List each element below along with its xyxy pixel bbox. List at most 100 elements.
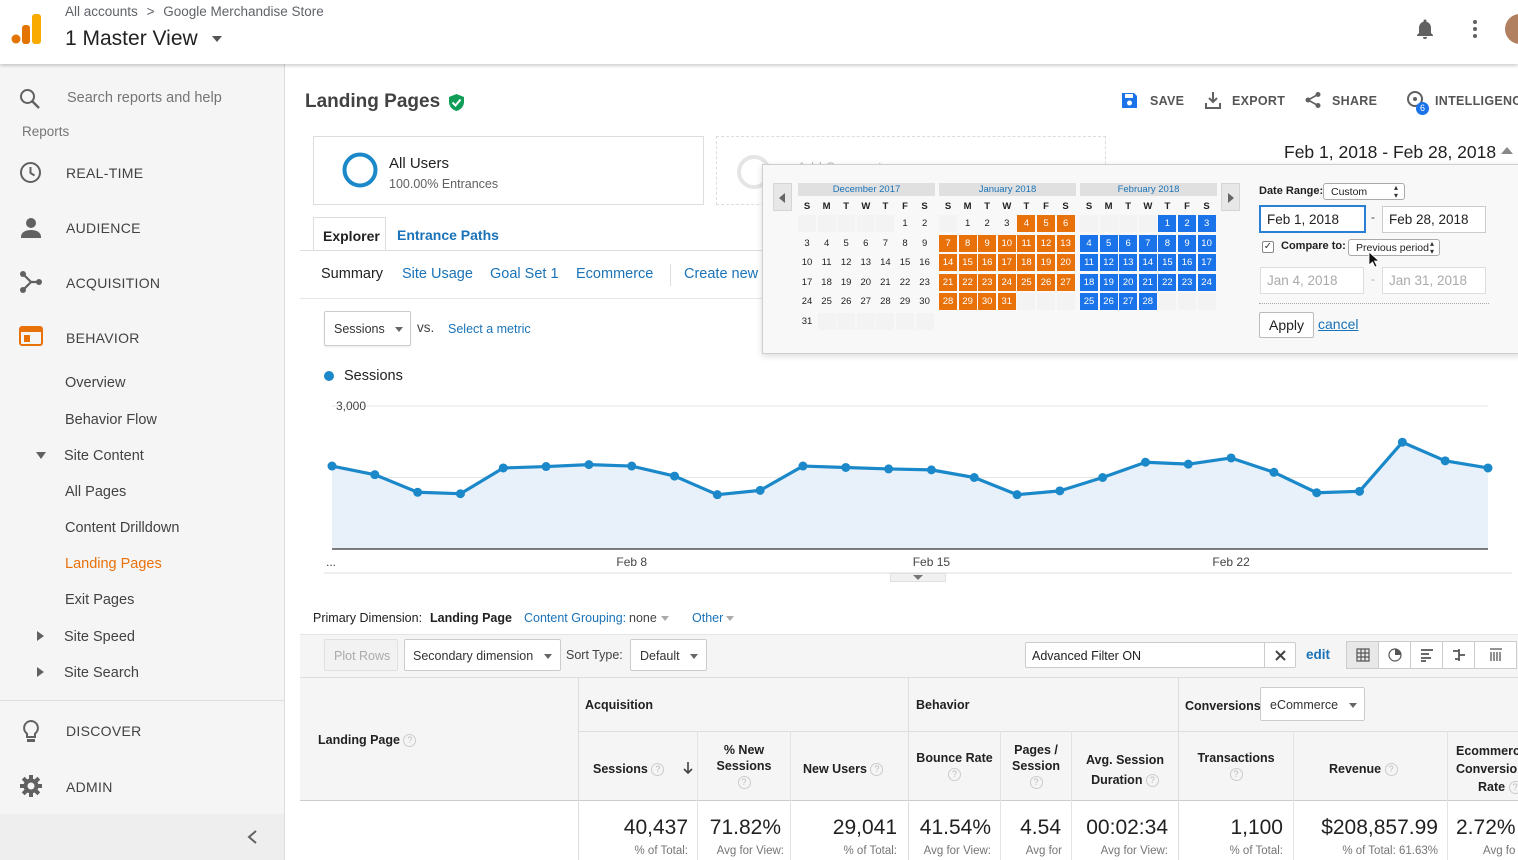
data-point[interactable] <box>1055 486 1065 496</box>
calendar-day[interactable]: 9 <box>1178 234 1196 252</box>
nav-audience[interactable]: AUDIENCE <box>66 220 141 236</box>
compare-period-select[interactable]: Previous period ▴ ▾ <box>1348 239 1440 256</box>
calendar-day[interactable]: 13 <box>1119 254 1138 272</box>
performance-view-icon[interactable] <box>1411 642 1443 668</box>
transactions-column-header[interactable]: Transactions ? <box>1179 750 1293 782</box>
nav-overview[interactable]: Overview <box>65 375 126 391</box>
calendar-day[interactable]: 5 <box>1037 215 1055 232</box>
data-point[interactable] <box>1355 486 1365 496</box>
pivot-view-icon[interactable] <box>1475 642 1516 668</box>
calendar-day[interactable]: 31 <box>801 316 813 327</box>
calendar-day[interactable]: 12 <box>840 257 852 269</box>
calendar-day[interactable]: 25 <box>1017 273 1036 291</box>
view-selector[interactable]: 1 Master View <box>65 27 222 51</box>
metric-select[interactable]: Sessions <box>324 311 411 346</box>
calendar-day[interactable]: 11 <box>821 257 832 269</box>
calendar-day[interactable]: 27 <box>1119 293 1138 311</box>
calendar-day[interactable]: 13 <box>860 257 872 269</box>
nav-all-pages[interactable]: All Pages <box>65 484 127 500</box>
help-icon[interactable]: ? <box>948 768 961 782</box>
close-icon[interactable] <box>1274 649 1287 662</box>
calendar-day[interactable]: 2 <box>984 218 990 229</box>
data-point[interactable] <box>1226 453 1236 463</box>
breadcrumb-account[interactable]: Google Merchandise Store <box>163 4 324 19</box>
data-point[interactable] <box>584 460 594 470</box>
subtab-site-usage[interactable]: Site Usage <box>402 266 473 282</box>
calendar-day[interactable]: 20 <box>1119 273 1138 291</box>
calendar-day[interactable]: 30 <box>919 296 930 308</box>
calendar-day[interactable]: 27 <box>860 296 872 308</box>
help-icon[interactable]: ? <box>1508 781 1518 795</box>
calendar-day[interactable]: 1 <box>964 218 971 229</box>
calendar-day[interactable]: 1 <box>902 218 908 229</box>
data-point[interactable] <box>498 463 508 473</box>
subtab-ecommerce[interactable]: Ecommerce <box>576 266 654 282</box>
calendar-day[interactable]: 28 <box>880 296 891 308</box>
calendar-day[interactable]: 3 <box>1004 218 1010 229</box>
nav-content-drilldown[interactable]: Content Drilldown <box>65 520 180 536</box>
calendar-day[interactable]: 5 <box>843 237 849 249</box>
subtab-create-new[interactable]: Create new <box>684 266 759 282</box>
data-point[interactable] <box>541 462 551 472</box>
bounce-rate-column-header[interactable]: Bounce Rate ? <box>909 750 1000 782</box>
plot-rows-button[interactable]: Plot Rows <box>324 639 398 671</box>
calendar-day[interactable]: 18 <box>821 276 832 288</box>
calendar-day[interactable]: 3 <box>804 237 810 249</box>
avg-session-duration-column-header[interactable]: Avg. Session Duration ? <box>1072 750 1178 790</box>
sessions-column-header[interactable]: Sessions ? <box>593 762 665 777</box>
expand-right-icon[interactable] <box>37 631 44 641</box>
calendar-day[interactable]: 12 <box>1037 234 1055 252</box>
nav-acquisition[interactable]: ACQUISITION <box>66 275 161 291</box>
analytics-logo-icon[interactable] <box>11 14 41 44</box>
nav-site-speed[interactable]: Site Speed <box>64 629 135 645</box>
calendar-day[interactable]: 15 <box>1158 254 1177 272</box>
calendar-day[interactable]: 11 <box>1017 234 1036 252</box>
start-date-input[interactable]: Feb 1, 2018 <box>1259 205 1366 233</box>
calendar-day[interactable]: 27 <box>1056 273 1075 291</box>
calendar-day[interactable]: 20 <box>860 276 872 288</box>
ecommerce-conversion-rate-column-header[interactable]: Ecommerce Conversion Rate ? <box>1456 742 1518 796</box>
calendar-day[interactable]: 1 <box>1158 215 1177 232</box>
calendar-day[interactable]: 21 <box>1138 273 1157 291</box>
compare-checkbox[interactable]: ✓ <box>1262 241 1274 253</box>
data-point[interactable] <box>1397 437 1407 447</box>
expand-down-icon[interactable] <box>36 452 46 459</box>
calendar-day[interactable]: 13 <box>1056 234 1075 252</box>
calendar-day[interactable]: 14 <box>880 257 891 269</box>
calendar-day[interactable]: 29 <box>899 296 911 308</box>
chevron-up-icon[interactable] <box>1501 147 1513 154</box>
next-month-button[interactable] <box>1221 183 1240 211</box>
pages-session-column-header[interactable]: Pages / Session ? <box>1001 742 1071 790</box>
calendar-day[interactable]: 24 <box>801 296 813 308</box>
calendar-day[interactable]: 16 <box>1178 254 1196 272</box>
conversions-select[interactable]: eCommerce <box>1260 687 1365 721</box>
data-point[interactable] <box>1483 463 1493 473</box>
view-switcher[interactable] <box>1346 641 1517 669</box>
primary-dimension-value[interactable]: Landing Page <box>430 611 512 625</box>
data-point[interactable] <box>627 461 637 471</box>
data-point[interactable] <box>798 461 808 471</box>
calendar-day[interactable]: 6 <box>863 237 869 249</box>
calendar-day[interactable]: 14 <box>939 254 957 272</box>
subtab-goal-set-1[interactable]: Goal Set 1 <box>490 266 559 282</box>
data-point[interactable] <box>969 473 979 482</box>
table-view-icon[interactable] <box>1347 642 1379 668</box>
calendar-day[interactable]: 4 <box>1017 215 1036 232</box>
help-icon[interactable]: ? <box>1229 768 1243 782</box>
date-range-display[interactable]: Feb 1, 2018 - Feb 28, 2018 <box>1284 142 1497 162</box>
calendar-day[interactable]: 8 <box>1158 234 1177 252</box>
new-users-column-header[interactable]: New Users ? <box>803 762 884 777</box>
nav-discover[interactable]: DISCOVER <box>66 723 142 739</box>
save-button[interactable]: SAVE <box>1150 94 1185 108</box>
search-bar[interactable] <box>0 64 284 129</box>
calendar-day[interactable]: 3 <box>1197 215 1216 232</box>
calendar-day[interactable]: 17 <box>997 254 1016 272</box>
content-grouping-value[interactable]: none <box>629 611 657 625</box>
help-icon[interactable]: ? <box>1384 763 1398 777</box>
calendar-day[interactable]: 10 <box>801 257 813 269</box>
nav-admin[interactable]: ADMIN <box>66 779 113 795</box>
nav-realtime[interactable]: REAL-TIME <box>66 165 144 181</box>
help-icon[interactable]: ? <box>737 776 751 790</box>
data-point[interactable] <box>413 487 423 497</box>
